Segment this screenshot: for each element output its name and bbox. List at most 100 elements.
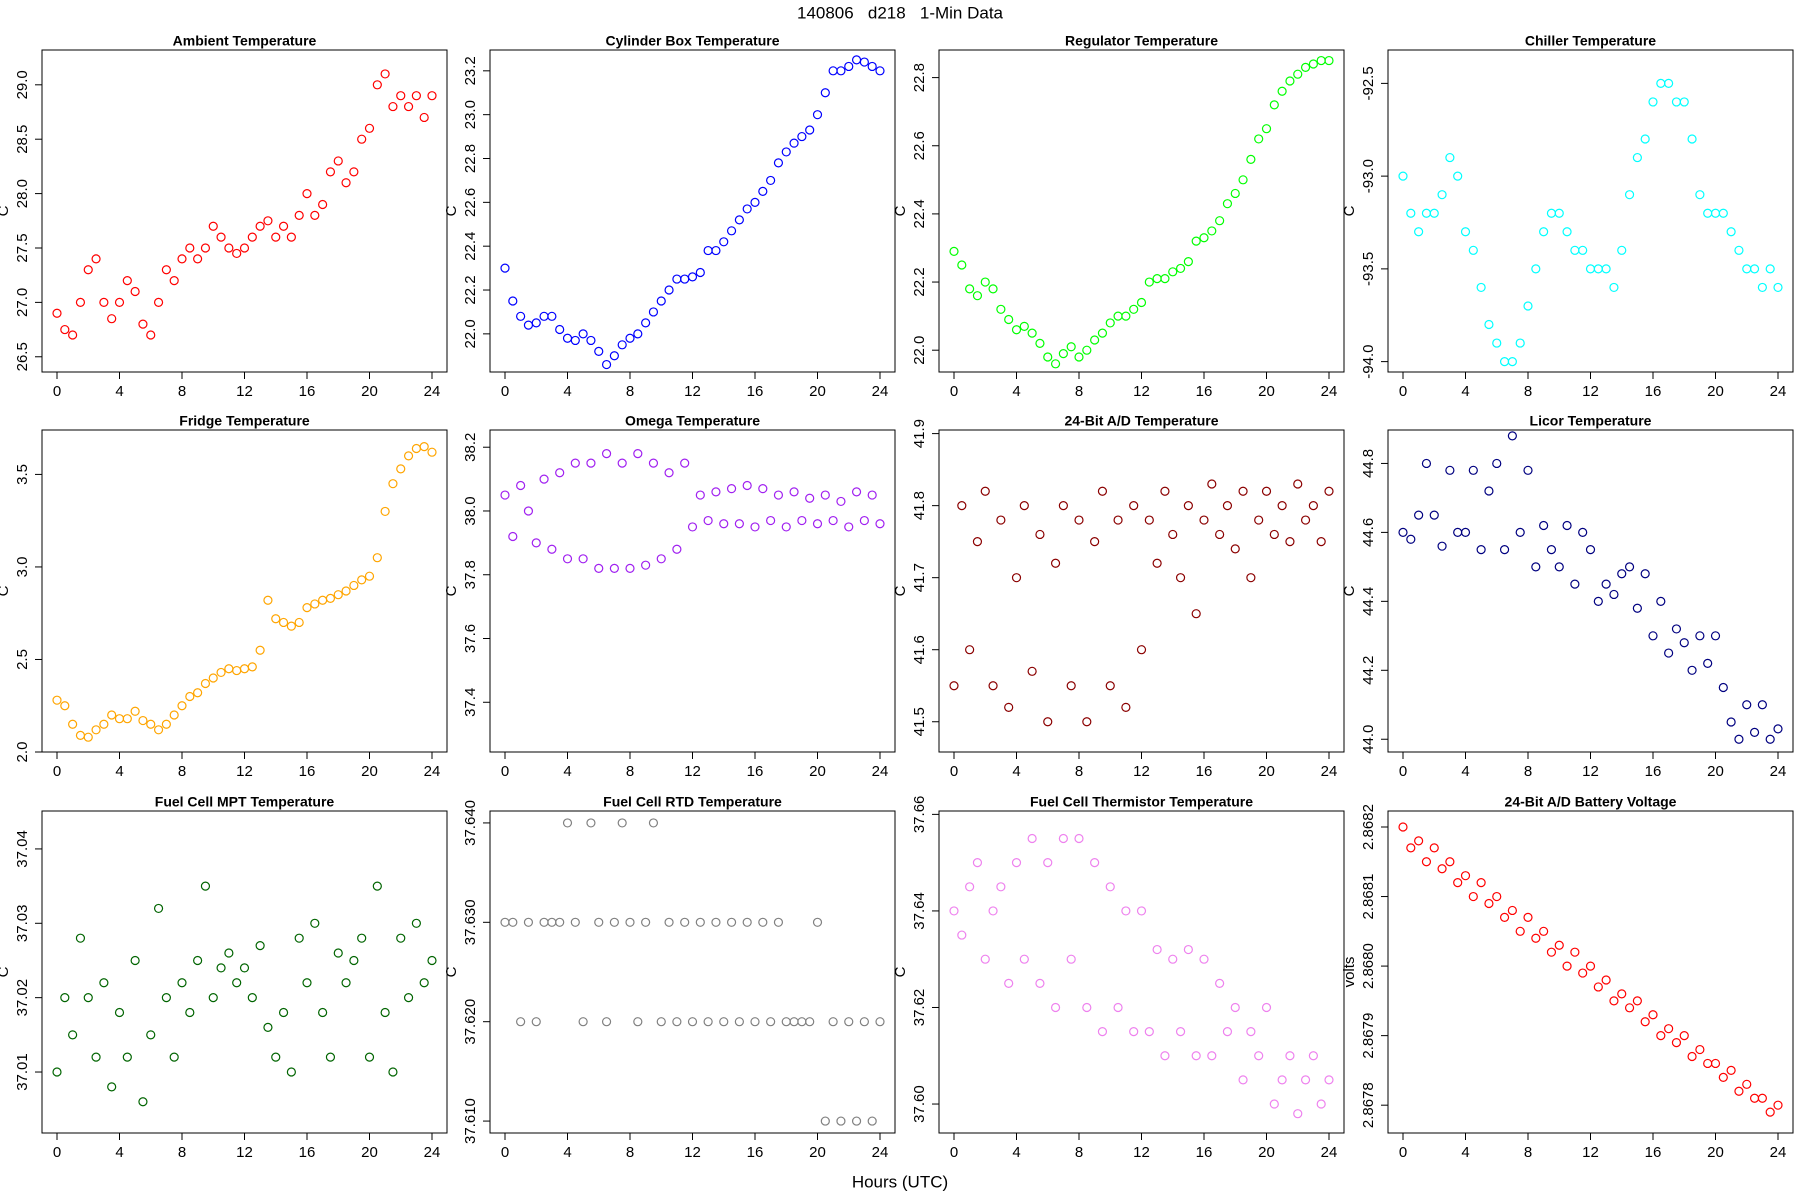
- data-point: [1160, 274, 1170, 284]
- data-point: [1277, 501, 1287, 511]
- panel: Regulator Temperature 0 4 8 12 16 20 24 22.0 22.2…: [892, 33, 1345, 400]
- data-point: [52, 308, 62, 318]
- data-point: [617, 818, 627, 828]
- data-point: [1562, 961, 1572, 971]
- x-tick-label: 24: [1770, 763, 1787, 780]
- panel: Chiller Temperature 0 4 8 12 16 20 24 -94.0 -93.5…: [1341, 33, 1794, 400]
- data-point: [122, 276, 132, 286]
- x-tick-label: 0: [950, 383, 958, 400]
- x-tick-label: 0: [501, 383, 509, 400]
- data-point: [1679, 97, 1689, 107]
- data-point: [318, 1007, 328, 1018]
- data-point: [1027, 328, 1037, 338]
- y-axis-label: C: [1341, 585, 1358, 596]
- data-point: [1515, 338, 1525, 348]
- data-point: [372, 553, 382, 563]
- x-tick-label: 20: [809, 1144, 826, 1161]
- data-point: [1285, 537, 1295, 547]
- data-point: [146, 719, 156, 729]
- data-point: [1609, 282, 1619, 293]
- data-point: [1082, 1002, 1092, 1013]
- data-point: [1230, 188, 1240, 199]
- panel-title: Chiller Temperature: [1525, 33, 1656, 49]
- data-point: [1523, 301, 1533, 311]
- data-point: [711, 245, 721, 256]
- data-point: [357, 575, 367, 585]
- data-point: [1316, 537, 1326, 547]
- data-point: [216, 232, 226, 242]
- data-point: [1090, 537, 1100, 547]
- data-point: [1695, 1044, 1705, 1055]
- data-point: [1593, 596, 1603, 606]
- y-tick-label: -93.5: [1360, 252, 1377, 286]
- y-tick-label: 37.62: [911, 989, 928, 1027]
- data-point: [758, 186, 768, 196]
- panel: Ambient Temperature 0 4 8 12 16 20 24 26.5 27.0 27…: [0, 33, 448, 400]
- data-point: [531, 318, 541, 328]
- data-point: [633, 329, 643, 339]
- data-point: [247, 232, 257, 242]
- data-point: [664, 468, 674, 478]
- x-tick-label: 12: [1133, 383, 1150, 400]
- data-point: [1718, 682, 1728, 693]
- data-point: [177, 978, 187, 988]
- x-tick-label: 8: [626, 1144, 634, 1161]
- data-point: [1222, 1027, 1233, 1037]
- data-point: [1129, 1027, 1139, 1037]
- data-point: [1499, 912, 1510, 923]
- data-point: [1570, 579, 1580, 589]
- data-point: [734, 1017, 744, 1027]
- y-tick-label: 2.8680: [1360, 943, 1377, 989]
- data-point: [1585, 545, 1596, 555]
- data-point: [1113, 515, 1123, 525]
- data-point: [695, 917, 705, 927]
- data-point: [617, 458, 627, 468]
- data-point: [1183, 257, 1193, 267]
- x-tick-label: 12: [1582, 383, 1599, 400]
- data-point: [263, 216, 273, 226]
- data-point: [562, 554, 573, 564]
- data-point: [1757, 700, 1767, 710]
- data-point: [130, 286, 140, 297]
- data-point: [812, 917, 823, 927]
- data-point: [781, 522, 791, 532]
- data-point: [742, 917, 752, 927]
- y-tick-label: 37.630: [462, 899, 479, 945]
- y-tick-label: 44.6: [1360, 518, 1377, 547]
- data-point: [1632, 152, 1642, 163]
- data-point: [851, 1116, 862, 1126]
- data-point: [1199, 954, 1209, 964]
- data-point: [812, 519, 823, 529]
- data-point: [263, 595, 273, 605]
- panel-title: Licor Temperature: [1530, 413, 1652, 429]
- data-point: [200, 881, 211, 891]
- data-point: [1554, 208, 1564, 218]
- data-point: [1254, 1051, 1264, 1061]
- data-point: [1437, 864, 1447, 874]
- data-point: [1074, 833, 1084, 844]
- data-point: [91, 254, 101, 264]
- data-point: [805, 125, 815, 135]
- data-point: [1726, 717, 1736, 727]
- data-point: [1097, 328, 1108, 338]
- y-tick-label: 23.2: [462, 56, 479, 85]
- x-tick-label: 12: [684, 763, 701, 780]
- data-point: [1050, 1002, 1061, 1013]
- data-point: [333, 948, 343, 958]
- data-point: [1710, 1058, 1721, 1069]
- data-point: [341, 178, 351, 188]
- data-point: [972, 537, 983, 547]
- data-point: [1648, 1010, 1658, 1020]
- data-point: [1129, 501, 1139, 511]
- data-point: [1406, 534, 1416, 544]
- x-tick-label: 12: [236, 1144, 253, 1161]
- data-point: [641, 917, 651, 927]
- data-point: [185, 243, 195, 253]
- data-point: [773, 917, 784, 927]
- x-tick-label: 20: [1707, 1144, 1724, 1161]
- data-point: [325, 593, 336, 604]
- x-tick-label: 4: [1461, 763, 1469, 780]
- y-tick-label: 37.01: [14, 1053, 31, 1091]
- y-axis-label: C: [892, 205, 909, 216]
